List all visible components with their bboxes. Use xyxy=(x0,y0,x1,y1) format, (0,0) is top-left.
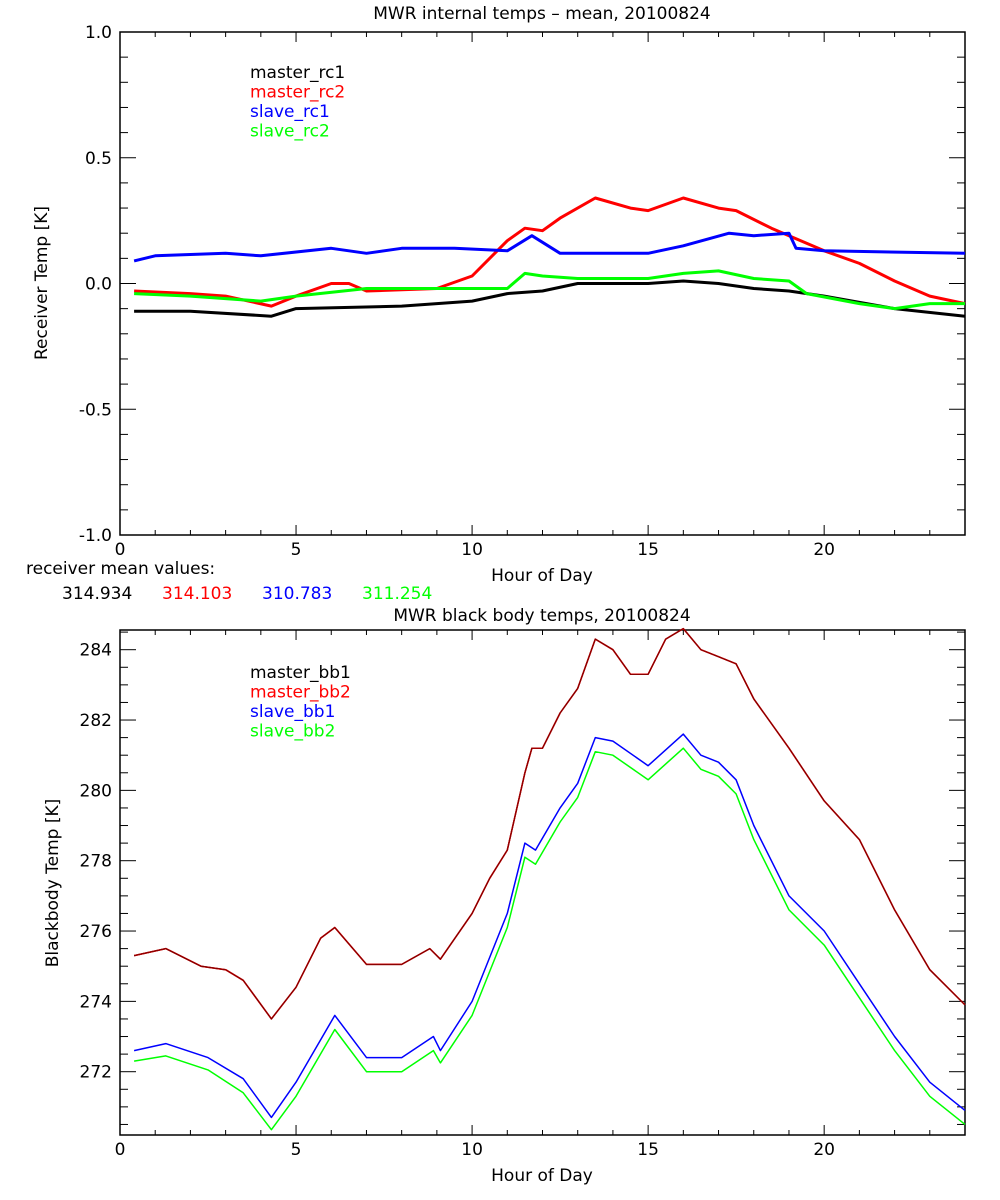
series-line-slave_bb1 xyxy=(133,733,966,1119)
series-line-master_rc1 xyxy=(134,279,966,318)
chart1-frame xyxy=(119,31,966,536)
y-tick-label: 0.0 xyxy=(85,275,112,295)
x-tick-label: 20 xyxy=(813,1140,835,1160)
legend-entry-master_rc2: master_rc2 xyxy=(250,83,345,103)
y-tick-label: 284 xyxy=(80,641,112,661)
x-tick-label: 20 xyxy=(813,540,835,560)
y-tick-label: -0.5 xyxy=(79,400,112,420)
y-tick-label: 282 xyxy=(80,711,112,731)
legend-entry-slave_rc1: slave_rc1 xyxy=(250,102,330,122)
legend-entry-slave_bb2: slave_bb2 xyxy=(250,722,335,742)
x-tick-label: 0 xyxy=(115,540,126,560)
y-tick-label: 280 xyxy=(80,781,112,801)
legend-entry-master_bb1: master_bb1 xyxy=(250,663,351,683)
x-tick-label: 5 xyxy=(291,540,302,560)
mean-value-0: 314.934 xyxy=(62,584,132,604)
chart2-ylabel: Blackbody Temp [K] xyxy=(43,799,63,968)
y-tick-label: -1.0 xyxy=(79,526,112,546)
legend-entry-master_bb2: master_bb2 xyxy=(250,683,351,703)
chart1-ylabel: Receiver Temp [K] xyxy=(32,206,52,360)
y-tick-label: 278 xyxy=(80,852,112,872)
y-tick-label: 276 xyxy=(80,922,112,942)
x-tick-label: 10 xyxy=(461,540,483,560)
chart1-title: MWR internal temps – mean, 20100824 xyxy=(373,4,711,24)
y-tick-label: 272 xyxy=(80,1063,112,1083)
x-tick-label: 0 xyxy=(115,1140,126,1160)
y-tick-label: 1.0 xyxy=(85,23,112,43)
chart1-xlabel: Hour of Day xyxy=(491,566,593,586)
series-line-slave_rc2 xyxy=(134,269,965,311)
mean-value-3: 311.254 xyxy=(362,584,432,604)
mean-value-1: 314.103 xyxy=(162,584,232,604)
chart2-title: MWR black body temps, 20100824 xyxy=(393,606,690,626)
series-line-overlay-master_bb1 xyxy=(134,628,966,1020)
x-tick-label: 5 xyxy=(291,1140,302,1160)
mean-value-2: 310.783 xyxy=(262,584,332,604)
legend-entry-slave_bb1: slave_bb1 xyxy=(250,702,335,722)
x-tick-label: 15 xyxy=(637,540,659,560)
x-tick-label: 15 xyxy=(637,1140,659,1160)
chart2-frame xyxy=(119,629,966,1136)
series-line-slave_bb2 xyxy=(133,747,966,1131)
series-line-slave_rc1 xyxy=(133,231,966,263)
x-tick-label: 10 xyxy=(461,1140,483,1160)
receiver-mean-label: receiver mean values: xyxy=(26,559,215,579)
series-line-master_rc2 xyxy=(134,196,966,308)
chart2-xlabel: Hour of Day xyxy=(491,1166,593,1186)
y-tick-label: 0.5 xyxy=(85,149,112,169)
legend-entry-master_rc1: master_rc1 xyxy=(250,63,345,83)
legend-entry-slave_rc2: slave_rc2 xyxy=(250,122,330,142)
y-tick-label: 274 xyxy=(80,992,112,1012)
